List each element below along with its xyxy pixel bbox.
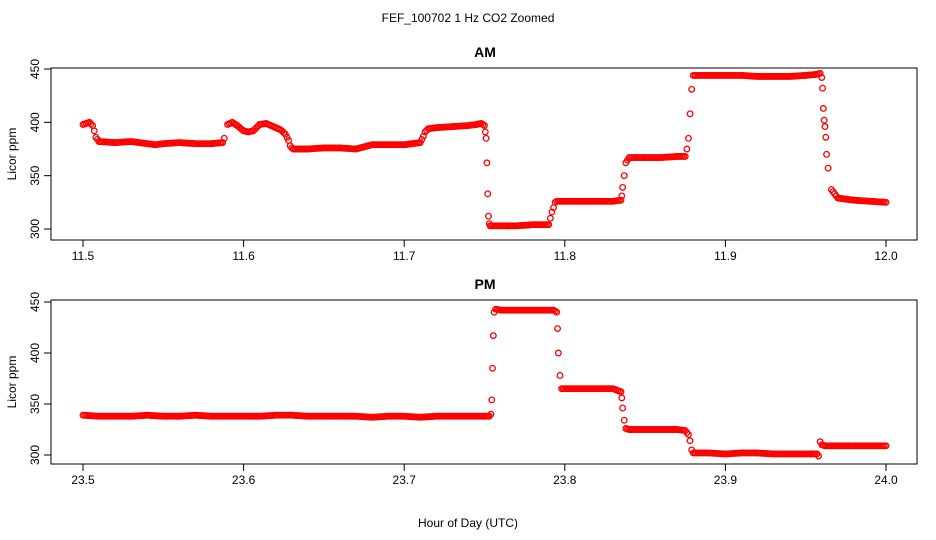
panel-pm-data-point bbox=[619, 404, 627, 412]
panel-am-ylabel: Licor ppm bbox=[5, 128, 19, 181]
panel-am-data-point bbox=[816, 69, 824, 77]
panel-am-data-point bbox=[819, 84, 827, 92]
panel-pm-data-point bbox=[556, 371, 564, 379]
panel-pm-y-tick-label: 450 bbox=[28, 292, 42, 312]
figure-title: FEF_100702 1 Hz CO2 Zoomed bbox=[382, 11, 555, 25]
panel-am-data-point bbox=[681, 153, 689, 160]
panel-am-x-tick-label: 11.9 bbox=[714, 249, 737, 263]
panel-pm-points bbox=[79, 305, 890, 460]
panel-am-y-tick-label: 450 bbox=[28, 59, 42, 79]
panel-am-data-point bbox=[618, 192, 626, 200]
panel-pm-data-point bbox=[815, 452, 822, 460]
panel-am-x-tick-label: 12.0 bbox=[874, 249, 898, 263]
x-axis-label: Hour of Day (UTC) bbox=[418, 516, 518, 530]
panel-pm-data-point bbox=[553, 308, 561, 316]
panel-am-plot-frame bbox=[50, 67, 918, 241]
panel-am-data-point bbox=[688, 85, 696, 93]
panel-am-data-point bbox=[483, 159, 491, 167]
panel-pm-data-point bbox=[618, 394, 626, 402]
panel-pm-data-point bbox=[487, 410, 495, 418]
panel-pm-x-tick-label: 23.9 bbox=[714, 473, 738, 487]
panel-pm-data-point bbox=[686, 437, 694, 445]
panel-pm-data-point bbox=[489, 364, 496, 372]
panel-pm-data-point bbox=[489, 332, 497, 340]
panel-am-points bbox=[79, 69, 890, 230]
panel-pm-data-point bbox=[554, 325, 562, 332]
panel-am-x-tick-label: 11.6 bbox=[232, 249, 255, 263]
panel-pm-plot-frame bbox=[50, 299, 918, 465]
panel-am-data-point bbox=[87, 120, 95, 128]
panel-am-data-point bbox=[620, 172, 628, 180]
panel-pm-x-tick-label: 23.8 bbox=[553, 473, 577, 487]
panel-pm-y-tick-label: 350 bbox=[28, 394, 42, 414]
panel-am-data-point bbox=[546, 214, 554, 222]
panel-am-data-point bbox=[280, 129, 288, 137]
panel-am-y-tick-label: 400 bbox=[28, 112, 42, 132]
panel-am-y-tick-label: 300 bbox=[28, 219, 42, 239]
panel-am-data-point bbox=[545, 221, 553, 229]
panel-am-data-point bbox=[219, 139, 227, 147]
panel-am-data-point bbox=[685, 134, 692, 142]
panel-am-x-tick-label: 11.5 bbox=[72, 249, 95, 263]
panel-pm-data-point bbox=[554, 349, 562, 357]
panel-am-data-point bbox=[683, 145, 691, 153]
panel-pm-data-point bbox=[488, 396, 496, 404]
panel-am-data-point bbox=[420, 132, 427, 140]
panel-am-data-point bbox=[90, 127, 98, 135]
panel-am-data-point bbox=[824, 164, 832, 172]
panel-am-data-point bbox=[686, 110, 694, 118]
panel-pm-ticks: 23.5 23.6 23.7 23.8 23.9 24.0 300 350 400 450 bbox=[28, 292, 898, 487]
panel-am-data-point bbox=[821, 123, 829, 131]
panel-am-data-point bbox=[548, 208, 556, 216]
panel-am-data-point bbox=[819, 105, 827, 112]
panel-pm-y-tick-label: 300 bbox=[28, 445, 42, 465]
panel-am-data-point bbox=[619, 183, 627, 191]
panel-pm-ylabel: Licor ppm bbox=[5, 356, 19, 409]
panel-am-data-point bbox=[882, 198, 890, 206]
panel-am-data-point bbox=[818, 74, 826, 81]
panel-pm-data-point bbox=[685, 431, 692, 439]
panel-am-data-point bbox=[482, 134, 490, 142]
panel-am-ticks: 11.5 11.6 11.7 11.8 11.9 12.0 300 350 400 450 bbox=[28, 59, 898, 263]
panel-am-y-tick-label: 350 bbox=[28, 165, 42, 185]
panel-pm-x-tick-label: 24.0 bbox=[874, 473, 898, 487]
panel-am-data-point bbox=[220, 134, 228, 142]
panel-am-data-point bbox=[823, 150, 831, 158]
panel-am-data-point bbox=[484, 190, 492, 198]
panel-pm-x-tick-label: 23.6 bbox=[232, 473, 256, 487]
panel-pm-title: PM bbox=[475, 276, 496, 292]
panel-pm-data-point bbox=[620, 416, 628, 424]
panel-am-data-point bbox=[481, 128, 489, 136]
panel-am-x-tick-label: 11.8 bbox=[554, 249, 577, 263]
panel-pm-y-tick-label: 400 bbox=[28, 343, 42, 363]
panel-am-data-point bbox=[481, 122, 488, 129]
panel-pm-x-tick-label: 23.5 bbox=[71, 473, 95, 487]
panel-am-data-point bbox=[822, 133, 830, 141]
panel-am-title: AM bbox=[474, 44, 496, 60]
panel-am: AM Licor ppm 11.5 11.6 11.7 11.8 11.9 12.0 300… bbox=[5, 44, 918, 263]
panel-pm-data-point bbox=[882, 442, 890, 450]
panel-am-data-point bbox=[820, 116, 828, 124]
panel-pm-x-tick-label: 23.7 bbox=[393, 473, 417, 487]
panel-am-data-point bbox=[485, 212, 492, 220]
panel-pm: PM Licor ppm 23.5 23.6 23.7 23.8 23.9 24.0 300… bbox=[5, 276, 918, 487]
panel-am-data-point bbox=[617, 196, 625, 204]
panel-am-x-tick-label: 11.7 bbox=[393, 249, 416, 263]
